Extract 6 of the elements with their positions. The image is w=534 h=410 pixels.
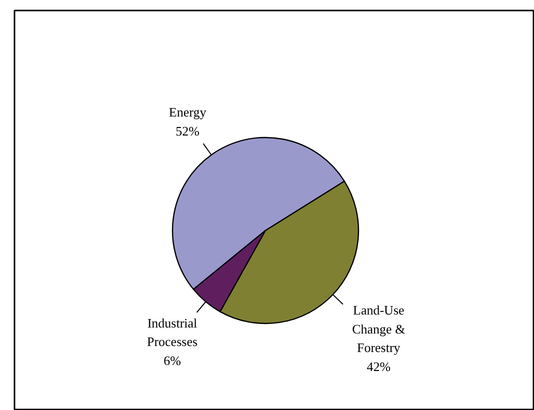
data-label: 6% [164,352,182,368]
slice-label: Land-Use Change & Forestry [352,302,406,356]
slice-label: Energy [168,104,207,120]
slice-label: Industrial Processes [146,315,198,350]
data-label: 42% [366,358,391,374]
data-label: 52% [176,123,200,138]
